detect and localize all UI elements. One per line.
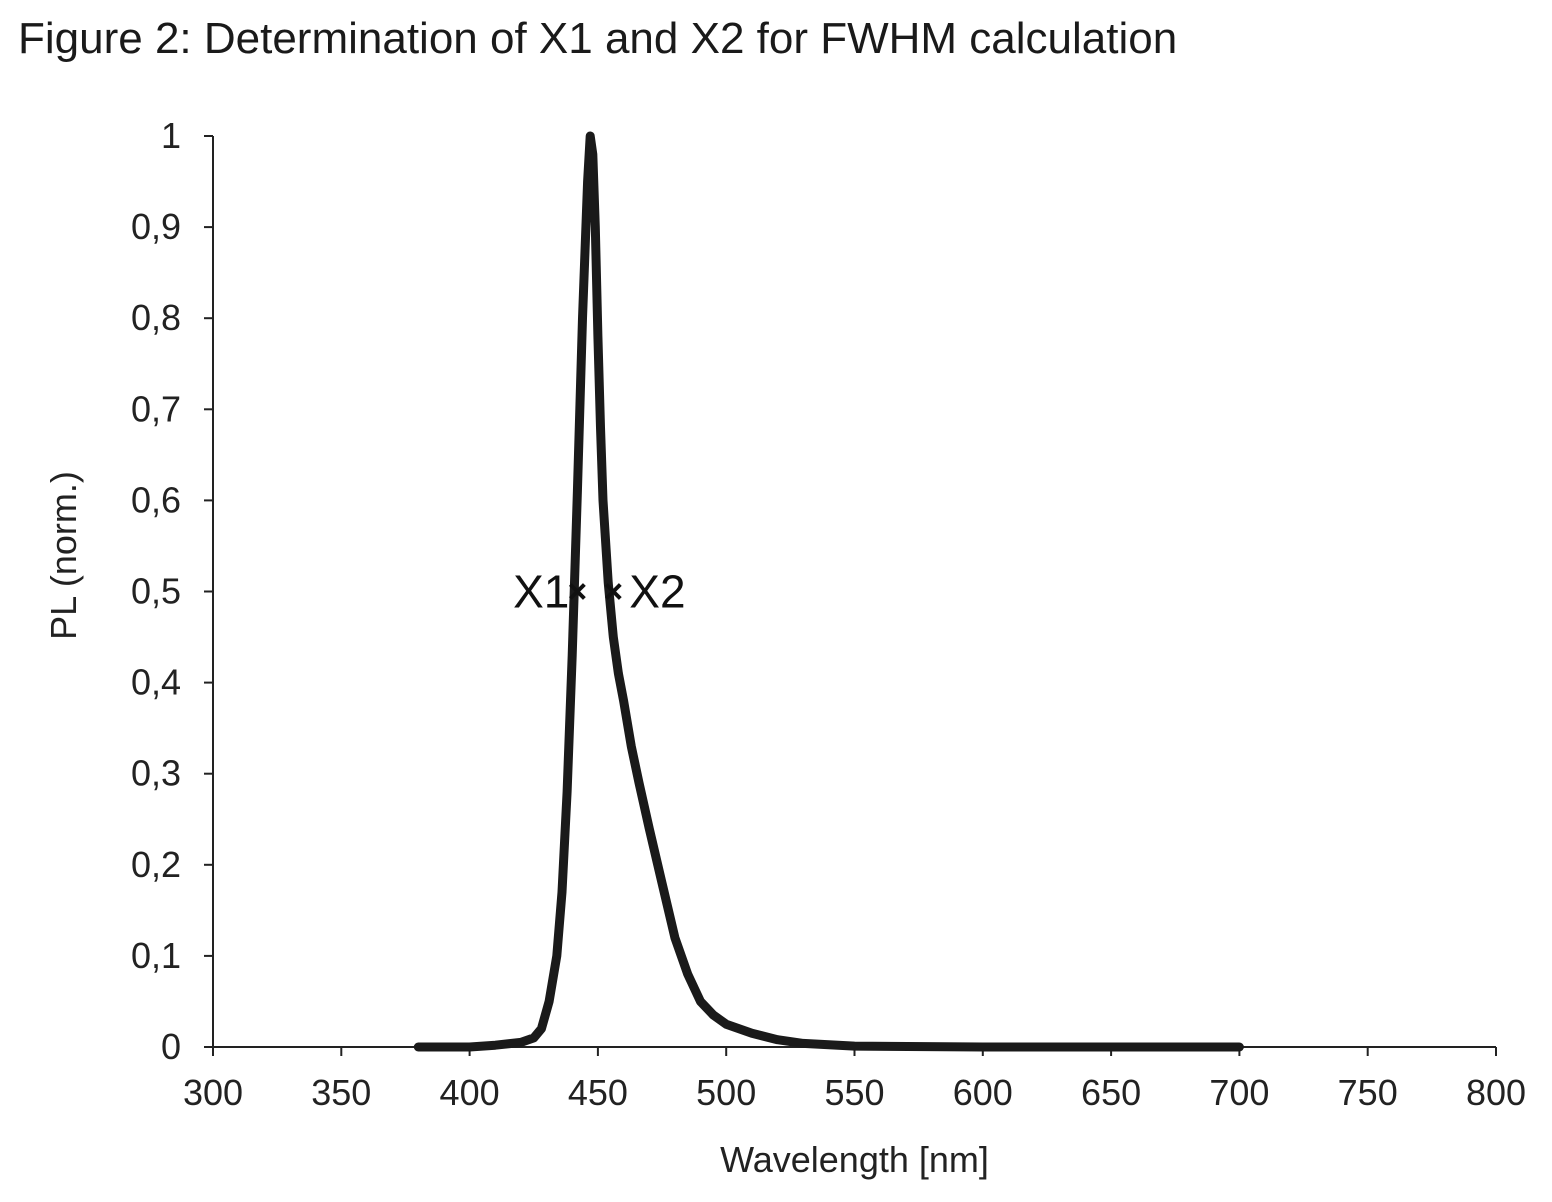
x-tick-label: 750 (1338, 1072, 1398, 1113)
x-tick-label: 600 (953, 1072, 1013, 1113)
marker-label-x2: X2 (629, 566, 685, 618)
tick-labels: 0 0,1 0,2 0,3 0,4 0,5 0,6 0,7 0,8 0,9 1 300 350 400 45… (131, 115, 1526, 1113)
y-tick-label: 0,1 (131, 935, 181, 976)
y-tick-label: 0,5 (131, 571, 181, 612)
x-tick-label: 700 (1209, 1072, 1269, 1113)
marker-cross (568, 583, 586, 600)
y-tick-label: 0,3 (131, 753, 181, 794)
x-tick-label: 300 (183, 1072, 243, 1113)
x-axis-title: Wavelength [nm] (720, 1139, 989, 1180)
x-tick-label: 400 (440, 1072, 500, 1113)
y-tick-label: 0,7 (131, 388, 181, 429)
y-tick-label: 0,6 (131, 479, 181, 520)
x-tick-label: 450 (568, 1072, 628, 1113)
y-tick-label: 0,4 (131, 662, 181, 703)
x-tick-label: 550 (824, 1072, 884, 1113)
marker-x1: X1 (513, 566, 586, 618)
y-tick-label: 0,2 (131, 844, 181, 885)
y-tick-label: 0,9 (131, 206, 181, 247)
marker-label-x1: X1 (513, 566, 569, 618)
x-tick-label: 500 (696, 1072, 756, 1113)
y-tick-label: 0,8 (131, 297, 181, 338)
axes (204, 135, 1497, 1056)
y-tick-label: 1 (161, 115, 181, 156)
spectrum-line (413, 131, 1244, 1052)
x-tick-label: 350 (311, 1072, 371, 1113)
y-axis-title: PL (norm.) (43, 471, 84, 640)
x-tick-label: 650 (1081, 1072, 1141, 1113)
marker-cross (604, 583, 622, 600)
fwhm-markers: X1 X2 (513, 566, 685, 618)
x-tick-label: 800 (1466, 1072, 1526, 1113)
y-tick-label: 0 (161, 1026, 181, 1067)
figure-title: Figure 2: Determination of X1 and X2 for… (18, 14, 1178, 63)
marker-x2: X2 (604, 566, 686, 618)
